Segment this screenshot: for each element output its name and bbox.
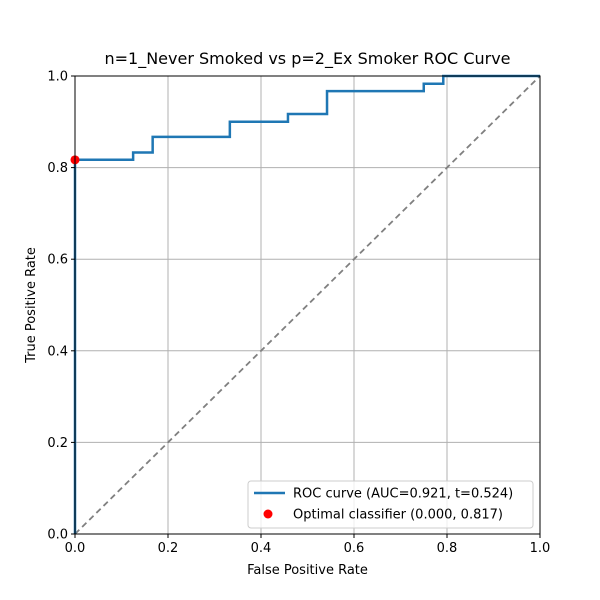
legend-label-optimal: Optimal classifier (0.000, 0.817) [293, 508, 503, 523]
x-axis-label: False Positive Rate [247, 563, 368, 578]
y-tick-label: 0.4 [47, 344, 68, 359]
y-tick-label: 1.0 [47, 70, 68, 85]
y-tick-label: 0.8 [47, 161, 68, 176]
x-tick-label: 0.6 [344, 541, 365, 556]
x-tick-label: 0.4 [251, 541, 272, 556]
legend-optimal-swatch [263, 509, 273, 519]
x-tick-label: 0.2 [158, 541, 179, 556]
y-tick-label: 0.2 [47, 436, 68, 451]
y-tick-label: 0.6 [47, 253, 68, 268]
chart-title: n=1_Never Smoked vs p=2_Ex Smoker ROC Cu… [104, 49, 510, 69]
legend-box [247, 480, 534, 529]
x-tick-label: 0.0 [65, 541, 86, 556]
chance-diagonal-line [74, 75, 541, 535]
legend-label-roc: ROC curve (AUC=0.921, t=0.524) [293, 487, 513, 502]
plot-frame [74, 75, 541, 535]
legend: ROC curve (AUC=0.921, t=0.524) Optimal c… [247, 480, 534, 529]
y-axis-label: True Positive Rate [24, 247, 39, 364]
roc-curve-line [73, 74, 540, 534]
x-tick-label: 1.0 [530, 541, 551, 556]
ticks: 0.0 0.2 0.4 0.6 0.8 1.0 0.0 0.2 0.4 0.6 0.8 1.0 [47, 70, 550, 557]
y-tick-label: 0.0 [47, 528, 68, 543]
x-tick-label: 0.8 [437, 541, 458, 556]
